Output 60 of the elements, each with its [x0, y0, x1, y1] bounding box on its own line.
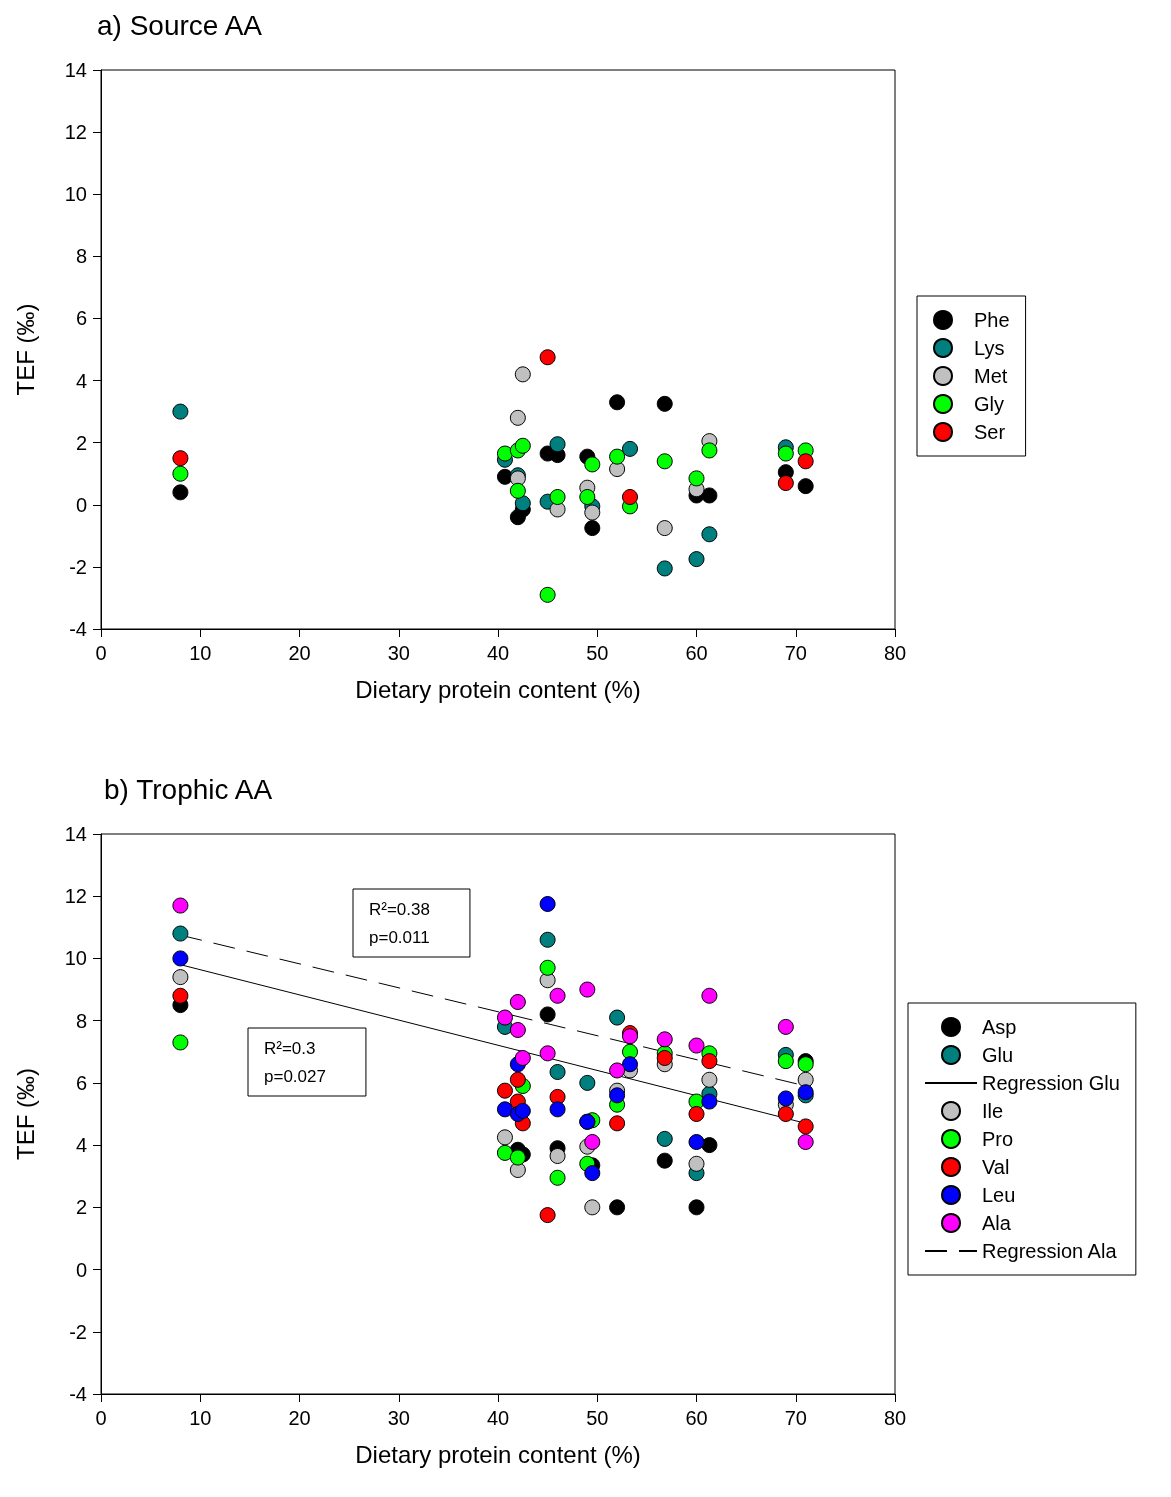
y-tick-label: 6	[75, 1071, 87, 1094]
y-tick-label: -4	[69, 618, 87, 640]
x-tick-label: 40	[486, 1407, 510, 1429]
legend-label: Pro	[982, 1128, 1014, 1150]
chart-title: a) Source AA	[97, 9, 263, 41]
y-tick-label: 4	[75, 1134, 87, 1157]
x-tick-label: 60	[685, 642, 708, 664]
x-tick-label: 50	[586, 1407, 609, 1429]
y-tick-label: 4	[75, 369, 87, 392]
x-tick-label: 10	[189, 1407, 212, 1429]
legend-label: Ile	[982, 1100, 1004, 1122]
x-tick-label: 60	[685, 1407, 708, 1429]
y-tick-label: 14	[64, 59, 87, 81]
y-axis-title: TEF (‰)	[11, 303, 39, 396]
annotation: R²=0.38 p=0.011	[369, 899, 430, 947]
x-tick-label: 80	[883, 1407, 907, 1429]
legend-label: Ser	[974, 421, 1006, 443]
legend-label: Gly	[974, 393, 1004, 415]
legend-label: Regression Glu	[982, 1072, 1120, 1094]
x-tick-label: 80	[883, 642, 907, 664]
y-tick-label: 12	[64, 885, 87, 908]
y-tick-label: 2	[75, 431, 87, 454]
legend-label: Ala	[982, 1212, 1012, 1234]
y-tick-label: 0	[75, 493, 87, 516]
y-tick-label: 12	[64, 121, 87, 144]
y-tick-label: 10	[64, 947, 87, 970]
y-tick-label: 2	[75, 1196, 87, 1219]
y-tick-label: 8	[75, 245, 87, 268]
y-tick-label: 6	[75, 307, 87, 330]
legend-label: Leu	[982, 1184, 1016, 1206]
legend-label: Met	[974, 365, 1008, 387]
legend-label: Lys	[974, 337, 1005, 359]
y-tick-label: 8	[75, 1009, 87, 1032]
chart-title: b) Trophic AA	[104, 773, 273, 805]
x-tick-label: 70	[784, 1407, 807, 1429]
legend-label: Val	[982, 1156, 1010, 1178]
annotation: R²=0.3 p=0.027	[264, 1038, 326, 1086]
x-tick-label: 0	[95, 1407, 107, 1429]
x-tick-label: 30	[387, 1407, 410, 1429]
y-tick-label: 10	[64, 183, 87, 206]
x-tick-label: 40	[486, 642, 510, 664]
x-tick-label: 30	[387, 642, 410, 664]
legend-label: Regression Ala	[982, 1240, 1118, 1262]
y-tick-label: -2	[69, 1320, 87, 1343]
x-axis-title: Dietary protein content (%)	[355, 1440, 641, 1468]
y-tick-label: -2	[69, 555, 87, 578]
x-axis-title: Dietary protein content (%)	[355, 675, 641, 703]
x-tick-label: 0	[95, 642, 107, 664]
x-tick-label: 70	[784, 642, 807, 664]
x-tick-label: 50	[586, 642, 609, 664]
x-tick-label: 10	[189, 642, 212, 664]
x-tick-label: 20	[288, 642, 311, 664]
x-tick-label: 20	[288, 1407, 311, 1429]
legend-label: Glu	[982, 1044, 1014, 1066]
legend-label: Asp	[982, 1016, 1017, 1038]
legend-label: Phe	[974, 309, 1010, 331]
y-tick-label: 0	[75, 1258, 87, 1281]
y-axis-title: TEF (‰)	[11, 1068, 39, 1160]
y-tick-label: 14	[64, 823, 87, 845]
y-tick-label: -4	[69, 1383, 87, 1405]
